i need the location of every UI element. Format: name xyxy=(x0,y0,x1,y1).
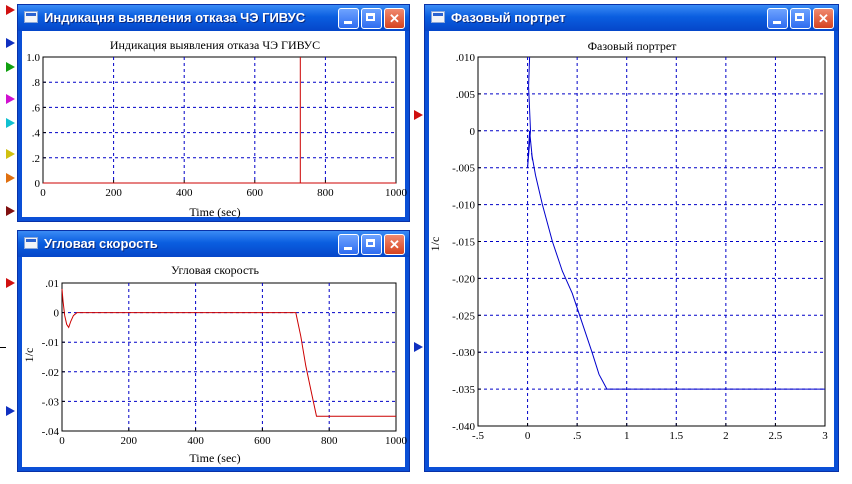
port-arrow-icon xyxy=(414,110,423,120)
y-tick-label: 0 xyxy=(35,178,41,190)
port-arrow-icon xyxy=(414,342,423,352)
maximize-button[interactable] xyxy=(361,8,382,29)
y-tick-label: .005 xyxy=(456,89,476,101)
minimize-button[interactable] xyxy=(338,8,359,29)
chart-phase-portrait: Фазовый портрет 1/c -.5 0 .5 1 1.5 2 2.5 3 -.040… xyxy=(428,39,828,442)
window-title: Индикацня выявления отказа ЧЭ ГИВУС xyxy=(44,10,306,25)
y-axis-label: 1/c xyxy=(22,348,36,363)
series-line xyxy=(527,56,825,390)
x-tick-label: 600 xyxy=(254,435,271,447)
window-phase-portrait[interactable]: Фазовый портрет ✕ Фазовый портрет 1/c -.… xyxy=(424,4,839,472)
y-tick-label: .8 xyxy=(32,77,41,89)
y-tick-label: 0 xyxy=(54,308,60,320)
y-tick-label: -.02 xyxy=(42,367,59,379)
port-tick-mark xyxy=(0,347,6,348)
x-tick-label: 0 xyxy=(40,187,46,199)
y-tick-label: -.03 xyxy=(42,396,60,408)
y-tick-label: .6 xyxy=(32,102,41,114)
x-tick-label: 400 xyxy=(187,435,204,447)
port-arrow-icon xyxy=(6,38,15,48)
y-tick-label: .010 xyxy=(456,52,476,64)
plot-area: Угловая скорость Time (sec) 1/c 0 200 400 6… xyxy=(22,257,408,467)
y-tick-label: 0 xyxy=(470,126,476,138)
y-tick-label: .4 xyxy=(32,128,41,140)
y-tick-label: .2 xyxy=(32,153,40,165)
x-tick-label: 1 xyxy=(624,430,630,442)
y-tick-label: -.020 xyxy=(452,273,475,285)
y-tick-label: 1.0 xyxy=(26,52,40,64)
chart-indication: Индикация выявления отказа ЧЭ ГИВУС Time… xyxy=(26,38,407,219)
titlebar[interactable]: Индикацня выявления отказа ЧЭ ГИВУС ✕ xyxy=(18,5,409,31)
chart-title: Угловая скорость xyxy=(171,263,260,277)
close-button[interactable]: ✕ xyxy=(384,234,405,255)
port-arrow-icon xyxy=(6,278,15,288)
chart-title: Фазовый портрет xyxy=(588,39,678,53)
y-tick-label: -.025 xyxy=(452,310,475,322)
plot-area: Индикация выявления отказа ЧЭ ГИВУС Time… xyxy=(22,31,408,219)
x-tick-label: 800 xyxy=(321,435,338,447)
window-title: Угловая скорость xyxy=(44,236,158,251)
chart-title: Индикация выявления отказа ЧЭ ГИВУС xyxy=(110,38,320,52)
window-title: Фазовый портрет xyxy=(451,10,566,25)
y-tick-label: -.015 xyxy=(452,237,475,249)
y-tick-label: .01 xyxy=(45,278,59,290)
port-arrow-icon xyxy=(6,406,15,416)
y-tick-label: -.04 xyxy=(42,426,60,438)
y-tick-label: -.040 xyxy=(452,421,475,433)
minimize-button[interactable] xyxy=(338,234,359,255)
x-tick-label: -.5 xyxy=(472,430,484,442)
chart-angular-velocity: Угловая скорость Time (sec) 1/c 0 200 400 6… xyxy=(22,263,408,465)
window-angular-velocity[interactable]: Угловая скорость ✕ Угловая скорость Time… xyxy=(17,230,410,472)
y-tick-label: -.035 xyxy=(452,384,475,396)
x-axis-label: Time (sec) xyxy=(189,205,240,219)
x-tick-label: 800 xyxy=(317,187,334,199)
x-tick-label: 1.5 xyxy=(669,430,683,442)
port-arrow-icon xyxy=(6,62,15,72)
maximize-button[interactable] xyxy=(361,234,382,255)
y-tick-label: -.01 xyxy=(42,337,59,349)
port-arrow-icon xyxy=(6,206,15,216)
x-tick-label: 1000 xyxy=(385,435,407,447)
x-tick-label: 200 xyxy=(121,435,138,447)
close-button[interactable]: ✕ xyxy=(813,8,834,29)
port-arrow-icon xyxy=(6,5,15,15)
y-axis-label: 1/c xyxy=(429,237,442,252)
window-app-icon[interactable] xyxy=(24,237,38,249)
series-line xyxy=(61,288,396,417)
close-button[interactable]: ✕ xyxy=(384,8,405,29)
port-arrow-icon xyxy=(6,173,15,183)
x-tick-label: 1000 xyxy=(385,187,407,199)
titlebar[interactable]: Фазовый портрет ✕ xyxy=(425,5,838,31)
maximize-button[interactable] xyxy=(790,8,811,29)
x-tick-label: 2 xyxy=(723,430,729,442)
x-axis-label: Time (sec) xyxy=(189,451,240,465)
y-tick-label: -.010 xyxy=(452,200,475,212)
x-tick-label: 600 xyxy=(247,187,264,199)
x-tick-label: 0 xyxy=(59,435,65,447)
y-tick-label: -.005 xyxy=(452,163,475,175)
y-tick-label: -.030 xyxy=(452,347,475,359)
plot-frame xyxy=(42,56,397,184)
series-line xyxy=(43,57,396,184)
x-tick-label: 2.5 xyxy=(769,430,783,442)
plot-area: Фазовый портрет 1/c -.5 0 .5 1 1.5 2 2.5 3 -.040… xyxy=(428,31,834,467)
x-tick-label: 3 xyxy=(822,430,828,442)
x-tick-label: 200 xyxy=(105,187,122,199)
window-indication[interactable]: Индикацня выявления отказа ЧЭ ГИВУС ✕ Ин… xyxy=(17,4,410,222)
x-tick-label: 0 xyxy=(525,430,531,442)
x-tick-label: .5 xyxy=(573,430,582,442)
minimize-button[interactable] xyxy=(767,8,788,29)
plot-frame xyxy=(61,282,397,432)
port-arrow-icon xyxy=(6,94,15,104)
port-arrow-icon xyxy=(6,149,15,159)
window-app-icon[interactable] xyxy=(431,11,445,23)
titlebar[interactable]: Угловая скорость ✕ xyxy=(18,231,409,257)
x-tick-label: 400 xyxy=(176,187,193,199)
window-app-icon[interactable] xyxy=(24,11,38,23)
port-arrow-icon xyxy=(6,118,15,128)
